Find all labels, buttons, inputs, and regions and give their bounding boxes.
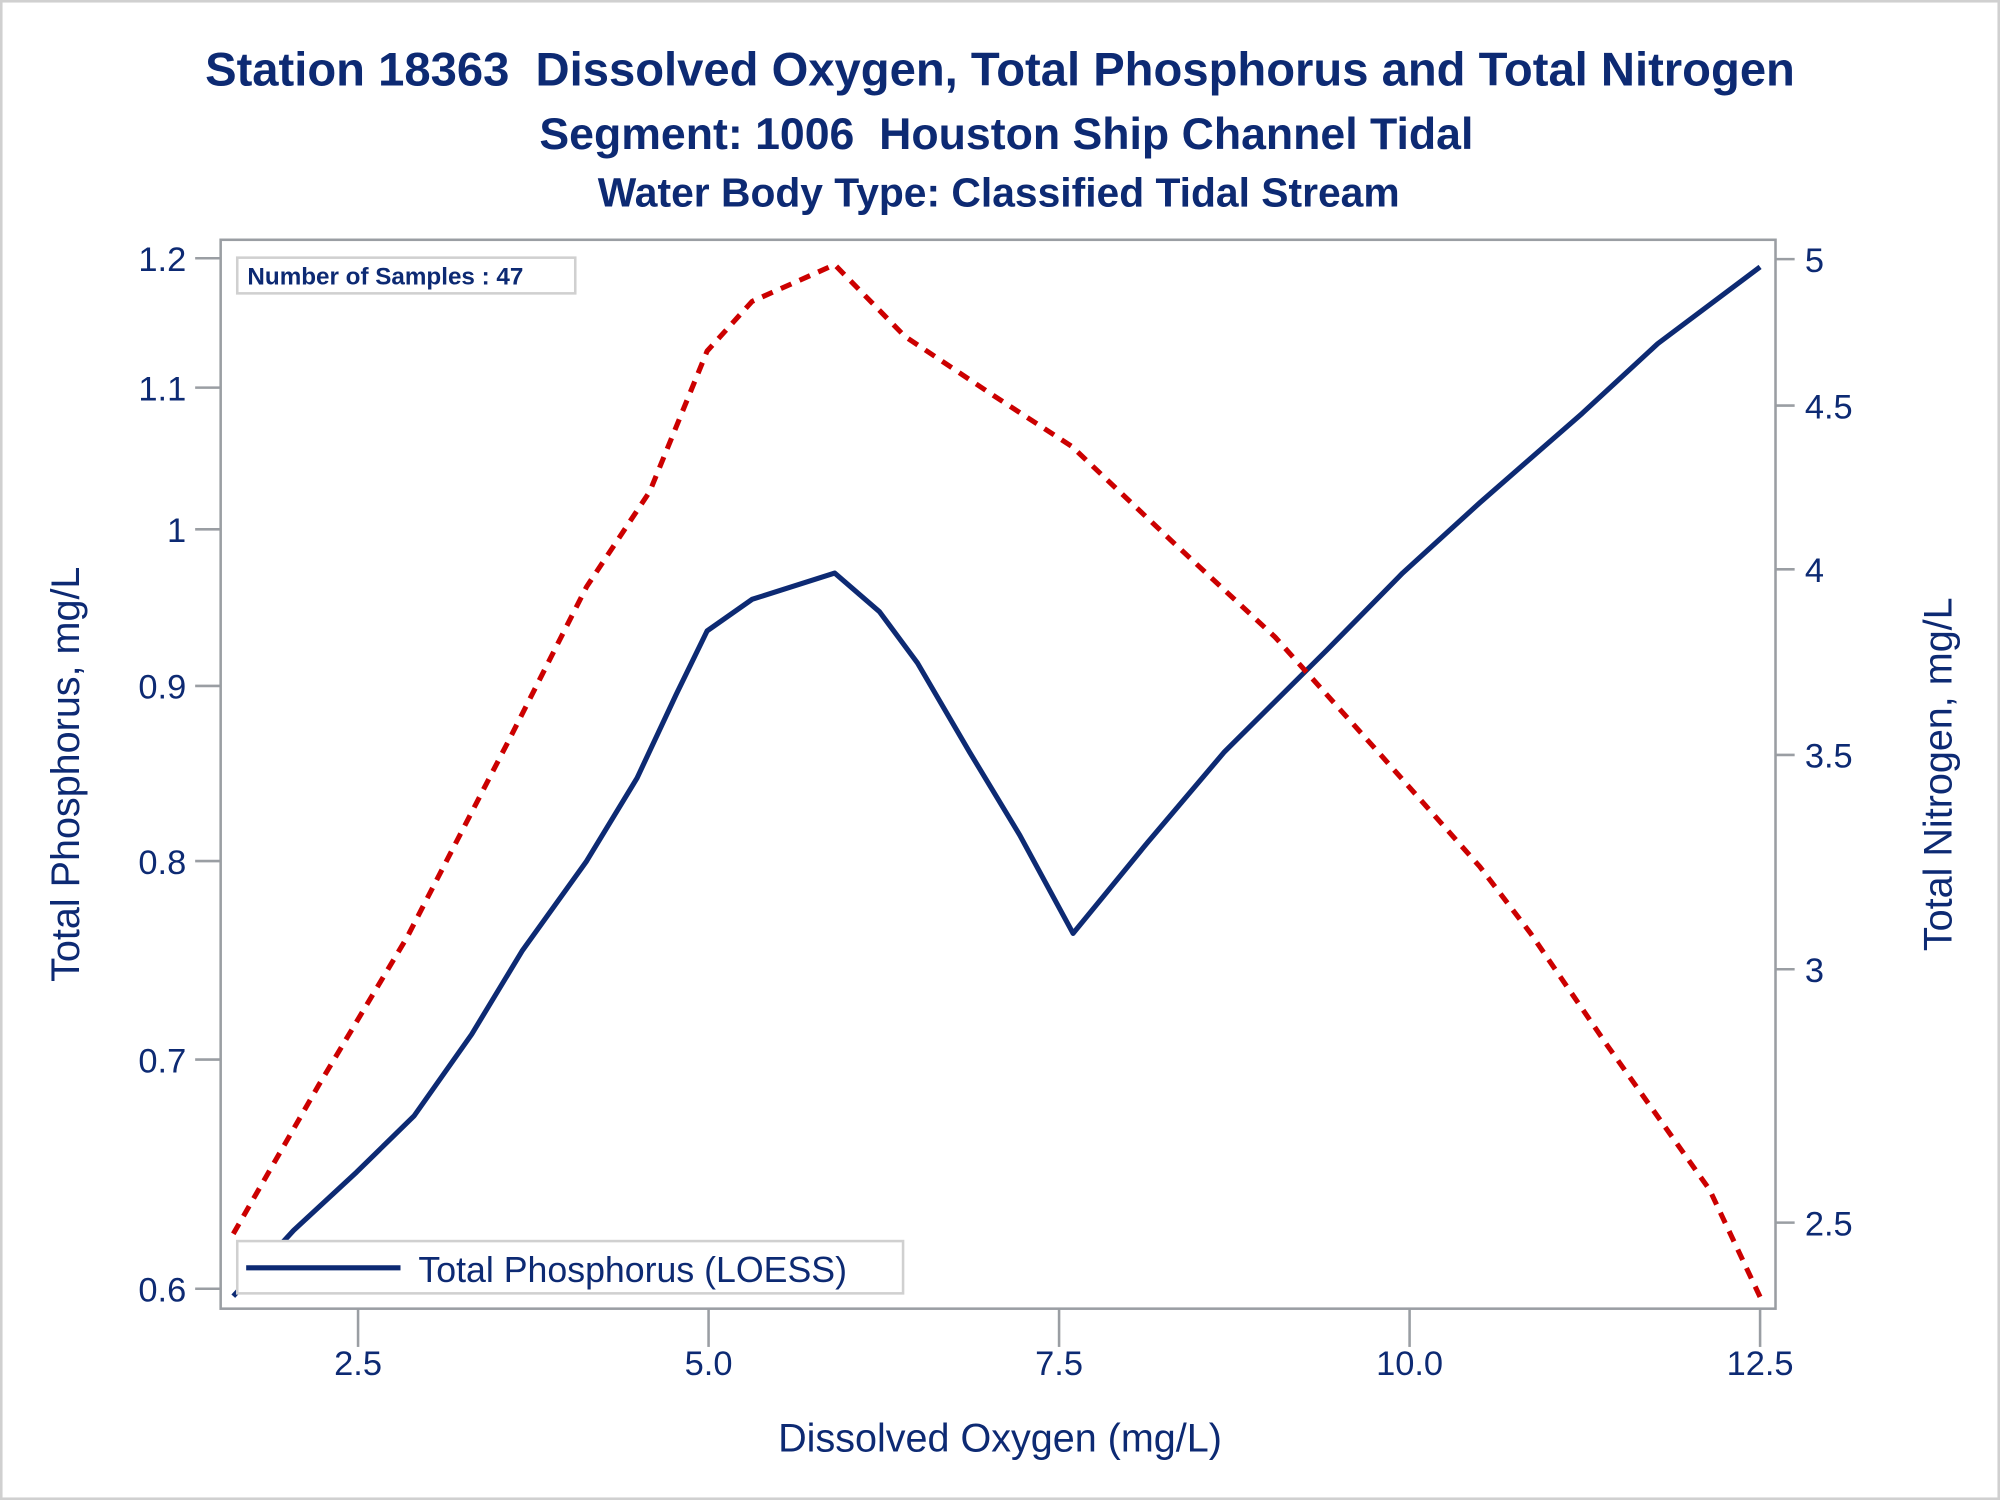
y-tick-label: 1.2 <box>138 241 186 279</box>
legend: Total Phosphorus (LOESS) <box>235 1239 905 1295</box>
y-tick-label: 1 <box>167 512 186 550</box>
series-line-total-nitrogen <box>231 262 1763 1299</box>
y2-tick-label: 5 <box>1805 242 1824 280</box>
y-axis-left-label: Total Phosphorus, mg/L <box>44 567 88 982</box>
sample-count-box <box>235 256 577 295</box>
x-tick-label: 10.0 <box>1376 1345 1443 1383</box>
x-tick-label: 7.5 <box>1035 1345 1083 1383</box>
x-tick-label: 2.5 <box>334 1345 382 1383</box>
y2-tick-label: 4.5 <box>1805 388 1853 426</box>
y-axis-left: 0.6 0.7 0.8 0.9 1 1.1 1.2 <box>138 241 221 1309</box>
y-tick-label: 0.9 <box>138 669 186 707</box>
x-axis-label: Dissolved Oxygen (mg/L) <box>778 1417 1222 1461</box>
x-tick-label: 12.5 <box>1727 1345 1794 1383</box>
y2-tick-label: 2.5 <box>1805 1205 1853 1243</box>
y2-tick-label: 3.5 <box>1805 738 1853 776</box>
y2-tick-label: 3 <box>1805 952 1824 990</box>
y-axis-right: 2.5 3 3.5 4 4.5 5 <box>1775 242 1853 1243</box>
chart-subtitle: Segment: 1006 Houston Ship Channel Tidal <box>539 110 1473 159</box>
y-tick-label: 0.7 <box>138 1042 186 1080</box>
sample-count-label: Number of Samples : 47 <box>247 263 523 290</box>
legend-label-total-phosphorus: Total Phosphorus (LOESS) <box>418 1250 847 1290</box>
x-axis: 2.5 5.0 7.5 10.0 12.5 <box>334 1308 1794 1383</box>
series-group <box>231 262 1763 1299</box>
y-tick-label: 0.8 <box>138 844 186 882</box>
plot-frame <box>219 238 1777 1310</box>
y2-tick-label: 4 <box>1805 552 1824 590</box>
y-axis-right-label: Total Nitrogen, mg/L <box>1917 597 1961 951</box>
chart-title: Station 18363 Dissolved Oxygen, Total Ph… <box>205 43 1795 96</box>
chart-subtitle-2: Water Body Type: Classified Tidal Stream <box>598 170 1400 216</box>
y-tick-label: 0.6 <box>138 1271 186 1309</box>
y-tick-label: 1.1 <box>138 370 186 408</box>
x-tick-label: 5.0 <box>685 1345 733 1383</box>
series-line-total-phosphorus <box>231 264 1762 1298</box>
